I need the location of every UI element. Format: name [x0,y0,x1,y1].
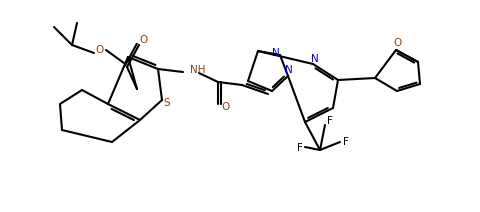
Text: N: N [311,54,319,64]
Text: N: N [272,48,280,58]
Text: O: O [393,38,401,48]
Text: F: F [297,143,303,153]
Text: NH: NH [190,65,205,75]
Text: O: O [95,45,103,55]
Text: O: O [221,102,229,112]
Text: F: F [343,137,349,147]
Text: N: N [285,65,293,75]
Text: S: S [164,98,170,108]
Text: F: F [327,116,333,126]
Text: O: O [139,35,147,45]
